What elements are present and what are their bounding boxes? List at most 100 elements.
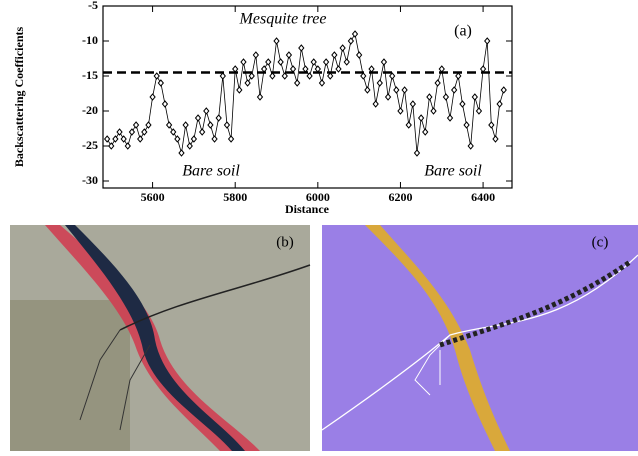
data-point <box>244 79 251 87</box>
data-point <box>219 72 226 80</box>
data-point <box>165 121 173 129</box>
data-point <box>451 86 458 94</box>
classification-image <box>321 225 638 451</box>
data-point <box>430 107 437 115</box>
data-point <box>331 51 338 59</box>
panel-label: (c) <box>592 234 609 250</box>
data-point <box>269 72 276 80</box>
data-point <box>306 72 313 80</box>
data-point <box>426 93 433 101</box>
data-point <box>141 128 148 136</box>
data-point <box>153 72 160 80</box>
data-point <box>145 121 152 129</box>
data-point <box>248 72 255 80</box>
data-point <box>322 58 330 66</box>
x-axis-label: Distance <box>285 202 330 216</box>
data-point <box>438 65 445 73</box>
data-point <box>108 142 115 150</box>
data-point <box>339 44 346 52</box>
data-point <box>389 72 396 80</box>
data-point <box>170 128 177 136</box>
data-point <box>446 114 454 122</box>
data-point <box>335 65 342 73</box>
panel-label: (b) <box>276 234 294 250</box>
data-point <box>343 58 350 66</box>
data-point <box>417 114 425 122</box>
data-point <box>492 135 499 143</box>
data-line <box>106 32 505 154</box>
data-point <box>223 121 231 129</box>
data-point <box>488 121 495 129</box>
data-point <box>500 86 507 94</box>
data-point <box>413 149 421 157</box>
data-point <box>227 135 235 143</box>
x-tick-label: 6000 <box>306 190 330 204</box>
x-tick-label: 6400 <box>471 190 495 204</box>
data-point <box>393 86 400 94</box>
data-point <box>260 65 268 73</box>
data-point <box>211 135 218 143</box>
data-point <box>380 58 388 66</box>
annotation: Bare soil <box>424 163 482 180</box>
data-point <box>128 128 136 136</box>
data-point <box>273 37 280 45</box>
data-point <box>285 51 293 59</box>
annotation: (a) <box>454 23 472 40</box>
data-point <box>302 65 309 73</box>
y-tick-label: -20 <box>82 103 98 117</box>
annotation: Mesquite tree <box>239 11 327 28</box>
data-point <box>372 100 379 108</box>
x-tick-label: 5800 <box>223 190 247 204</box>
data-point <box>137 135 144 143</box>
data-point <box>199 128 206 136</box>
data-point <box>471 93 478 101</box>
data-point <box>174 135 181 143</box>
data-point <box>405 121 412 129</box>
data-point <box>161 100 169 108</box>
data-point <box>463 121 470 129</box>
data-point <box>422 128 429 136</box>
data-point <box>475 107 483 115</box>
data-point <box>318 79 326 87</box>
data-point <box>277 58 284 66</box>
data-point <box>236 86 243 94</box>
data-point <box>355 51 363 59</box>
data-point <box>496 100 503 108</box>
data-point <box>479 65 487 73</box>
annotation: Bare soil <box>182 163 240 180</box>
y-tick-label: -10 <box>82 33 98 47</box>
data-point <box>157 79 164 87</box>
data-point <box>360 72 367 80</box>
data-point <box>232 65 239 73</box>
y-tick-label: -25 <box>82 138 98 152</box>
data-point <box>368 65 375 73</box>
data-point <box>347 37 355 45</box>
data-point <box>327 72 334 80</box>
data-point <box>364 86 371 94</box>
data-point <box>203 107 210 115</box>
data-point <box>178 149 185 157</box>
data-point <box>459 100 466 108</box>
plot-frame <box>102 5 513 189</box>
data-point <box>112 135 119 143</box>
y-tick-label: -30 <box>82 173 98 187</box>
data-point <box>294 79 301 87</box>
y-tick-label: -5 <box>88 0 98 12</box>
data-point <box>484 37 491 45</box>
y-tick-label: -15 <box>82 68 98 82</box>
data-point <box>207 121 214 129</box>
data-point <box>124 142 131 150</box>
data-point <box>240 58 247 66</box>
data-point <box>103 135 111 143</box>
data-point <box>434 79 441 87</box>
data-point <box>215 114 222 122</box>
data-point <box>397 107 404 115</box>
satellite-image <box>10 225 311 451</box>
data-point <box>281 72 288 80</box>
data-point <box>298 44 305 52</box>
data-point <box>455 72 462 80</box>
data-point <box>116 128 123 136</box>
data-point <box>182 121 189 129</box>
data-point <box>442 93 450 101</box>
